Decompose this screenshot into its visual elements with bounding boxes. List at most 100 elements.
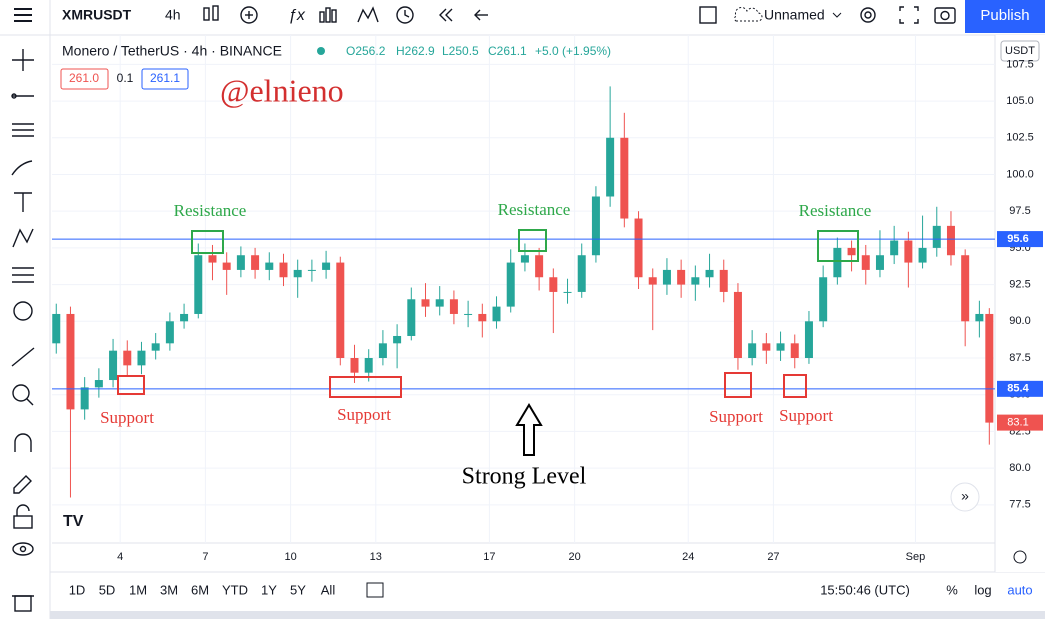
candle-body <box>705 269 714 278</box>
bid[interactable]: 261.0 <box>69 71 99 85</box>
candle-body <box>634 218 643 278</box>
range-button[interactable]: 1M <box>129 582 147 597</box>
candle-body <box>279 262 288 278</box>
y-tick-label: 107.5 <box>1006 58 1034 70</box>
y-tick-label: 87.5 <box>1009 352 1030 364</box>
candle-body <box>591 196 600 256</box>
interval[interactable]: 4h <box>165 7 181 23</box>
symbol[interactable]: XMRUSDT <box>62 7 132 23</box>
ask[interactable]: 261.1 <box>150 71 180 85</box>
scroll-button[interactable] <box>950 482 980 512</box>
x-tick-label: 13 <box>370 551 382 563</box>
candle-body <box>222 262 231 270</box>
tv-logo: TV <box>63 513 84 530</box>
clock: 15:50:46 (UTC) <box>820 582 910 597</box>
cloud-icon[interactable] <box>734 6 763 22</box>
candle-body <box>890 240 899 256</box>
candle-body <box>662 269 671 285</box>
settings-icon[interactable] <box>1013 550 1027 564</box>
x-tick-label: 4 <box>117 551 123 563</box>
candle-body <box>180 313 189 322</box>
layout-name[interactable]: Unnamed <box>764 7 825 23</box>
watermark: @elnieno <box>220 72 344 108</box>
range-button[interactable]: 3M <box>160 582 178 597</box>
candle-body <box>80 387 89 410</box>
candle-body <box>123 350 132 366</box>
range-button[interactable]: 1D <box>69 582 86 597</box>
drawing-tools[interactable] <box>11 49 35 612</box>
candle-body <box>833 247 842 278</box>
date-range-icon[interactable] <box>366 582 384 598</box>
scale-option[interactable]: log <box>974 582 991 597</box>
candle-body <box>946 225 955 256</box>
price-axis <box>995 35 1045 572</box>
resistance-label: Resistance <box>498 200 571 219</box>
candle-body <box>208 255 217 263</box>
support-label: Support <box>709 407 763 426</box>
candle-body <box>251 255 260 270</box>
currency-box <box>1000 40 1040 62</box>
buy-box[interactable] <box>141 68 189 90</box>
candle-body <box>691 277 700 285</box>
range-button[interactable]: 5Y <box>290 582 306 597</box>
candle-body <box>620 137 629 219</box>
candle-body <box>804 321 813 359</box>
candle-body <box>464 313 473 315</box>
level-tag <box>997 380 1043 397</box>
publish-label[interactable]: Publish <box>980 7 1029 24</box>
support-box <box>329 376 402 398</box>
range-button[interactable]: 1Y <box>261 582 277 597</box>
y-tick-label: 80.0 <box>1009 462 1030 474</box>
legend-open: O256.2 <box>346 44 386 58</box>
candle-body <box>918 247 927 263</box>
candle-body <box>350 358 359 373</box>
candle-body <box>932 225 941 248</box>
dropdown[interactable] <box>832 12 842 18</box>
candle-body <box>66 313 75 410</box>
legend-change: +5.0 (+1.95%) <box>535 44 611 58</box>
fx-icon[interactable]: ƒx <box>288 7 306 24</box>
x-tick-label: 20 <box>569 551 581 563</box>
scroll-icon[interactable]: » <box>961 488 969 504</box>
candle-body <box>847 247 856 256</box>
toolbar-icons[interactable] <box>203 5 956 24</box>
y-tick-label: 92.5 <box>1009 279 1030 291</box>
scale-option[interactable]: % <box>946 582 958 597</box>
resistance-label: Resistance <box>799 201 872 220</box>
candle-body <box>449 299 458 314</box>
support-label: Support <box>779 406 833 425</box>
candle-body <box>520 255 529 263</box>
scale-option[interactable]: auto <box>1007 582 1032 597</box>
spread: 0.1 <box>117 71 134 85</box>
candle-body <box>861 255 870 270</box>
candle-body <box>194 255 203 314</box>
candle-body <box>904 240 913 263</box>
candle-body <box>293 269 302 278</box>
status-dot <box>317 47 325 55</box>
candle-body <box>407 299 416 336</box>
legend-high: H262.9 <box>396 44 435 58</box>
range-button[interactable]: 5D <box>99 582 116 597</box>
candle-body <box>151 343 160 351</box>
support-box <box>724 372 752 398</box>
range-button[interactable]: YTD <box>222 582 248 597</box>
range-button[interactable]: All <box>321 582 336 597</box>
candle-body <box>776 343 785 351</box>
resistance-box <box>191 230 224 254</box>
candle-body <box>961 255 970 322</box>
sell-box[interactable] <box>60 68 109 90</box>
support-box <box>117 375 145 395</box>
menu-icon[interactable] <box>14 8 32 22</box>
candle-body <box>506 262 515 307</box>
range-button[interactable]: 6M <box>191 582 209 597</box>
y-tick-label: 77.5 <box>1009 499 1030 511</box>
candle-body <box>975 313 984 322</box>
last-price-tag <box>997 414 1043 431</box>
publish-button[interactable] <box>965 0 1045 33</box>
candle-body <box>109 350 118 381</box>
resistance-label: Resistance <box>174 201 247 220</box>
candle-body <box>563 291 572 293</box>
candle-body <box>322 262 331 270</box>
footer-edge <box>50 611 1045 619</box>
currency: USDT <box>1005 45 1035 57</box>
